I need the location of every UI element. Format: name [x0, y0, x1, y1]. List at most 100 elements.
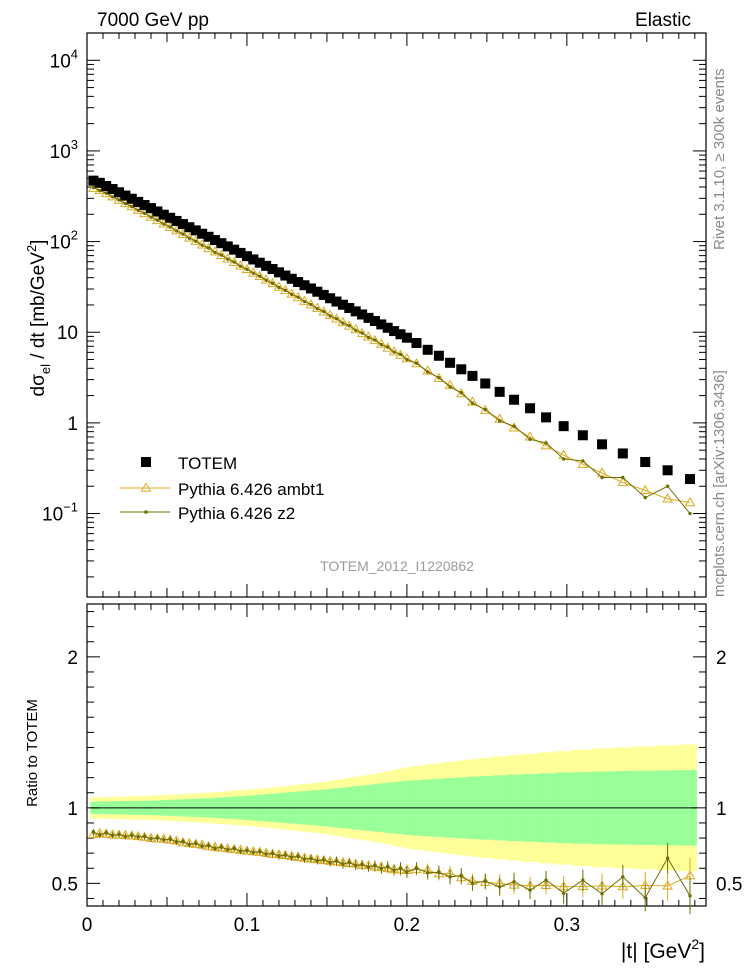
legend-label-totem: TOTEM: [178, 454, 237, 473]
rivet-label: Rivet 3.1.10, ≥ 300k events: [711, 68, 728, 250]
totem-point: [248, 254, 259, 265]
x-axis-label: |t| [GeV2]: [621, 936, 705, 963]
ratio-z2-point: [470, 881, 475, 886]
totem-point: [617, 448, 628, 459]
z2-point: [104, 191, 108, 195]
ratio-ambt1-point: [254, 846, 266, 856]
totem-point: [241, 251, 252, 262]
z2-point: [354, 328, 358, 333]
z2-point: [328, 314, 332, 318]
totem-point: [558, 421, 569, 432]
totem-point: [158, 209, 169, 220]
ambt1-point: [395, 349, 406, 359]
totem-point: [376, 319, 387, 330]
ratio-z2-point: [232, 846, 236, 851]
totem-point: [640, 457, 651, 468]
x-tick-label: 0.1: [234, 915, 260, 936]
z2-point: [379, 342, 384, 347]
ratio-z2-point: [373, 863, 377, 868]
totem-point: [280, 270, 291, 281]
legend-marker-ambt1: [140, 482, 152, 492]
ambt1-point: [662, 493, 673, 503]
totem-point: [203, 231, 214, 242]
z2-point: [251, 271, 256, 275]
ratio-ambt1-point: [88, 828, 99, 839]
z2-point: [155, 218, 160, 222]
z2-point: [392, 350, 396, 354]
ratio-z2-point: [425, 871, 430, 875]
watermark: TOTEM_2012_I1220862: [320, 558, 474, 574]
z2-point: [168, 225, 172, 229]
totem-point: [395, 329, 406, 340]
totem-point: [577, 430, 588, 441]
totem-point: [312, 286, 323, 297]
ratio-z2-point: [110, 833, 115, 838]
ratio-z2-point: [290, 855, 294, 859]
legend: TOTEM Pythia 6.426 ambt1 Pythia 6.426 z2: [120, 454, 324, 523]
ratio-z2-point: [392, 868, 396, 872]
ratio-z2-point: [341, 862, 345, 866]
ratio-z2-point: [328, 860, 332, 865]
ambt1-point: [177, 228, 189, 239]
ratio-z2: [91, 828, 692, 915]
ratio-ambt1-point: [113, 829, 125, 839]
z2-point: [561, 457, 566, 461]
totem-point: [209, 235, 220, 246]
z2-point: [581, 459, 585, 463]
ratio-z2-point: [136, 835, 140, 839]
z2-point: [149, 215, 153, 219]
ratio-z2-point: [459, 873, 463, 878]
ratio-ambt1-point: [126, 830, 138, 840]
totem-point: [293, 277, 304, 288]
z2-point: [497, 419, 502, 423]
totem-point: [235, 247, 246, 258]
totem-point: [344, 303, 355, 314]
ratio-ambt1-point: [241, 845, 253, 855]
ratio-z2-point: [354, 863, 358, 868]
totem-point: [401, 332, 412, 343]
ratio-z2-point: [561, 891, 566, 895]
totem-point: [222, 241, 233, 252]
totem-point: [229, 244, 240, 255]
ratio-y-tick-label: 2: [67, 648, 78, 669]
ratio-z2-point: [213, 846, 217, 851]
ratio-z2-point: [277, 854, 281, 858]
legend-marker-totem: [141, 457, 151, 467]
ratio-z2-point: [283, 853, 288, 857]
z2-point: [366, 335, 371, 340]
ratio-z2-point: [206, 843, 211, 848]
ratio-z2-point: [528, 888, 532, 892]
z2-point: [232, 260, 236, 264]
z2-point: [238, 264, 243, 268]
y-tick-label: 10: [57, 323, 78, 344]
z2-point: [373, 338, 377, 342]
y-tick-label: 104: [50, 46, 78, 72]
z2-point: [123, 201, 128, 206]
totem-point: [325, 293, 336, 304]
totem-point: [184, 222, 195, 233]
z2-point: [270, 281, 275, 285]
legend-label-ambt1: Pythia 6.426 ambt1: [178, 480, 324, 499]
ratio-z2-point: [130, 833, 134, 838]
totem-point: [357, 309, 368, 320]
ratio-y-tick-label-right: 0.5: [716, 874, 742, 895]
totem-point: [113, 187, 124, 198]
totem-point: [318, 289, 329, 300]
z2-point: [181, 232, 185, 236]
header-right: Elastic: [635, 10, 691, 31]
totem-point: [165, 212, 176, 223]
ratio-z2-point: [142, 834, 147, 839]
z2-point: [600, 475, 604, 480]
ratio-z2-point: [194, 841, 198, 846]
z2-point: [643, 495, 647, 500]
ratio-z2-point: [226, 847, 230, 852]
totem-point: [177, 219, 188, 230]
ratio-z2-point: [302, 857, 307, 861]
ratio-frame: [86, 603, 707, 907]
z2-point: [162, 222, 166, 226]
ratio-z2-point: [405, 870, 409, 874]
y-tick-label: 10−1: [42, 500, 78, 526]
totem-point: [331, 296, 342, 307]
